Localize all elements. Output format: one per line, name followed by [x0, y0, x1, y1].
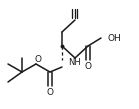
- Text: O: O: [34, 54, 42, 64]
- Text: O: O: [47, 88, 54, 96]
- Text: NH: NH: [68, 58, 81, 66]
- Text: O: O: [85, 61, 91, 71]
- Text: OH: OH: [108, 33, 122, 43]
